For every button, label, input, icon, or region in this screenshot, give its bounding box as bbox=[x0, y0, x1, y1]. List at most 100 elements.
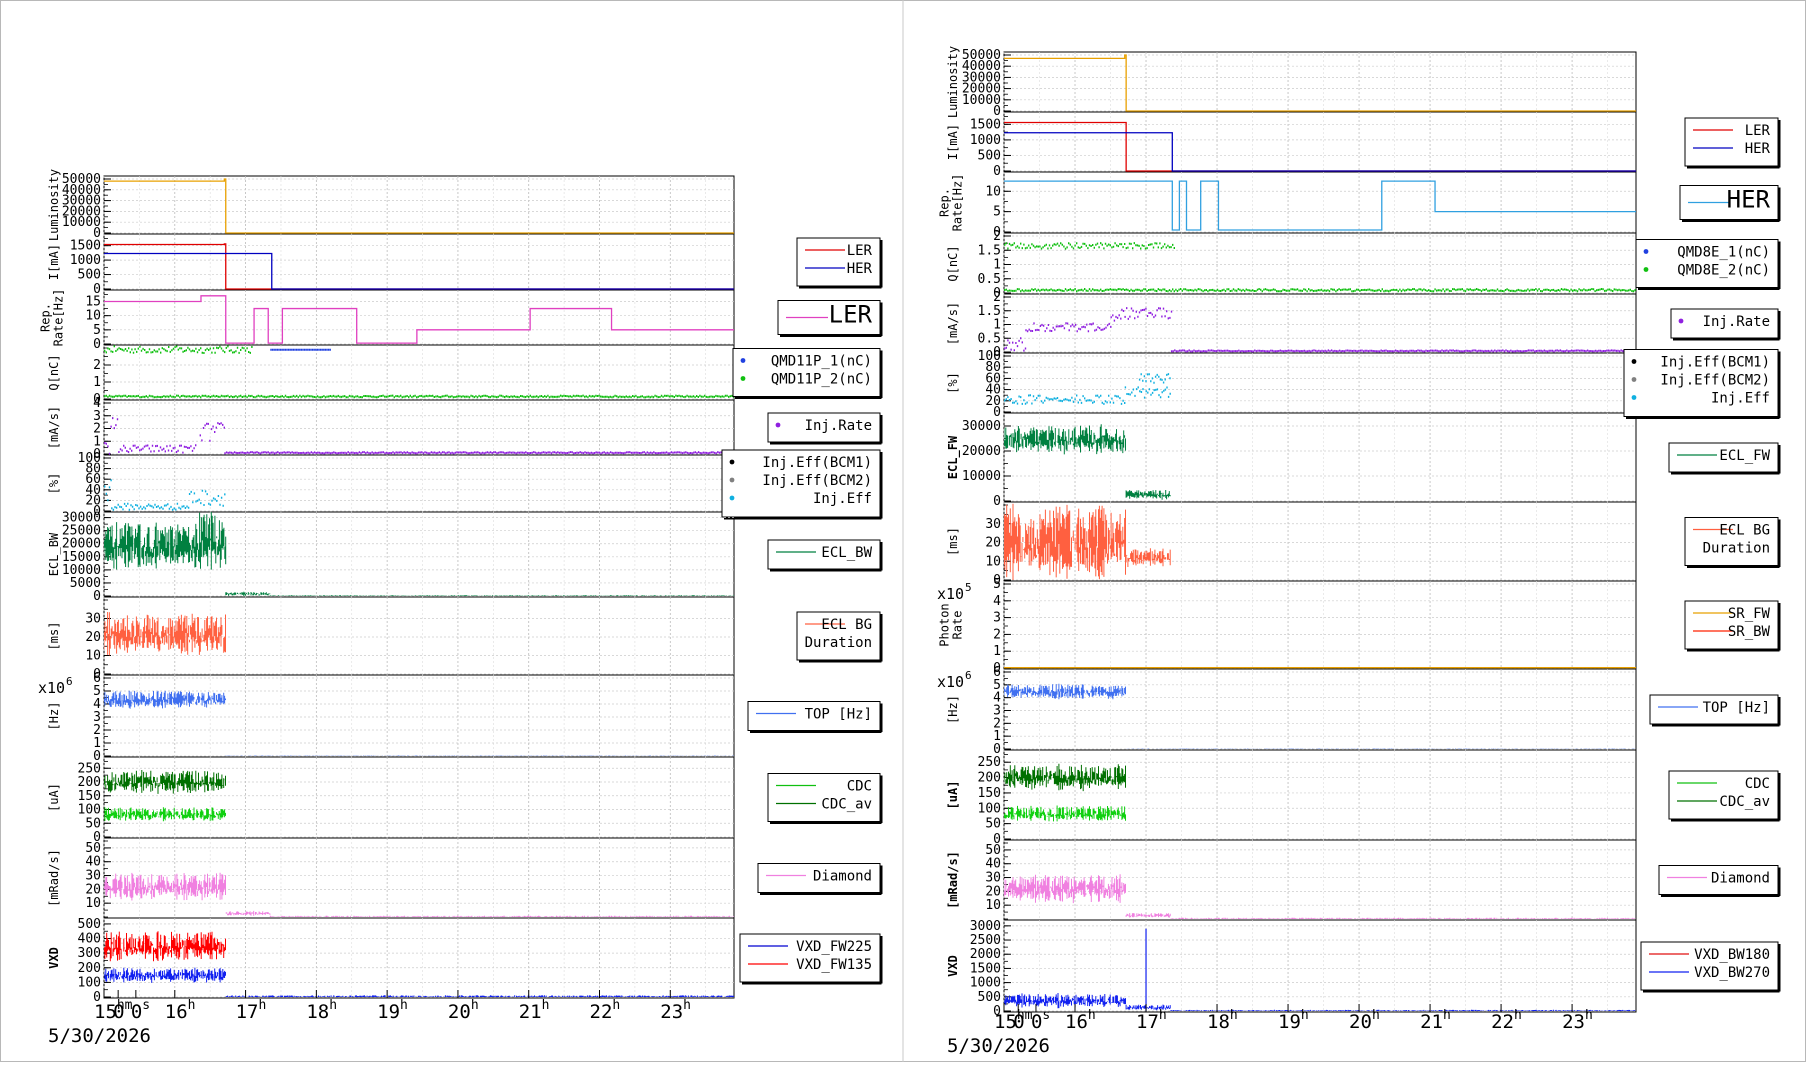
series-her bbox=[1004, 181, 1636, 230]
legend-swatch bbox=[1679, 319, 1684, 324]
legend: HER bbox=[1680, 186, 1780, 222]
panel-data bbox=[1004, 308, 1636, 351]
x-tick-sup: h bbox=[400, 998, 408, 1013]
series-ecl-bg-duration bbox=[1126, 548, 1170, 567]
x-tick-label: 16h bbox=[165, 998, 196, 1023]
panel-3: 00.511.52Q[nC]QMD8E_1(nC)QMD8E_2(nC) bbox=[946, 229, 1780, 301]
x-tick-base: 16 bbox=[165, 1001, 188, 1023]
x-tick-sup: h bbox=[188, 998, 196, 1013]
series-diamond bbox=[1004, 874, 1126, 903]
y-tick-label: 0.5 bbox=[978, 331, 1001, 346]
series-diamond bbox=[1171, 918, 1635, 919]
x-tick-sup: h bbox=[471, 998, 479, 1013]
x-tick-base: 0 bbox=[1031, 1011, 1042, 1033]
y-tick-label: 10 bbox=[985, 554, 1001, 569]
y-axis-label: [uA] bbox=[946, 781, 960, 810]
legend-swatch bbox=[1644, 267, 1649, 272]
x-tick-sup: h bbox=[258, 998, 266, 1013]
y-tick-label: 20000 bbox=[62, 537, 101, 552]
y-tick-label: 30000 bbox=[962, 419, 1001, 434]
x-tick-label: 23h bbox=[1562, 1008, 1593, 1033]
y-tick-label: 500 bbox=[978, 148, 1001, 163]
axis-multiplier: x10 bbox=[38, 679, 65, 697]
series-cdc-av bbox=[1004, 806, 1126, 822]
y-tick-label: 5 bbox=[993, 205, 1001, 220]
legend-entry: Inj.Eff bbox=[1711, 391, 1770, 407]
y-tick-label: 10 bbox=[85, 896, 101, 911]
x-tick-base: 23 bbox=[660, 1001, 683, 1023]
panel-data bbox=[1004, 55, 1636, 111]
plot-frame bbox=[104, 176, 734, 998]
legend-entry: Inj.Eff(BCM2) bbox=[762, 473, 872, 489]
legend: Inj.Rate bbox=[1671, 309, 1780, 340]
y-tick-label: 100 bbox=[78, 803, 101, 818]
series-inj-eff bbox=[1004, 395, 1125, 404]
y-tick-label: 5 bbox=[993, 577, 1001, 592]
series-inj-eff bbox=[189, 491, 226, 506]
axis-multiplier-exponent: 6 bbox=[965, 669, 972, 682]
panel-12: 050010001500200025003000VXDVXD_BW180VXD_… bbox=[946, 919, 1780, 1019]
x-tick-sup: h bbox=[683, 998, 691, 1013]
legend-entry: Inj.Rate bbox=[1703, 314, 1770, 330]
legend-entry: Diamond bbox=[1711, 871, 1770, 887]
y-tick-label: 1 bbox=[93, 375, 101, 390]
y-tick-label: 0 bbox=[93, 589, 101, 604]
y-tick-label: 50 bbox=[85, 841, 101, 856]
series-her bbox=[1004, 133, 1636, 171]
y-axis-label: [ms] bbox=[47, 622, 61, 651]
x-tick-base: 21 bbox=[1420, 1011, 1443, 1033]
legend-entry: Inj.Eff(BCM1) bbox=[1660, 355, 1770, 371]
legend-entry: VXD_FW225 bbox=[796, 939, 872, 955]
legend-entry: ECL BG bbox=[821, 617, 872, 633]
panel-data bbox=[1004, 181, 1636, 230]
y-tick-label: 4 bbox=[93, 697, 101, 712]
y-tick-label: 1 bbox=[93, 736, 101, 751]
y-axis-label: [Hz] bbox=[946, 695, 960, 724]
series-cdc bbox=[104, 770, 226, 794]
y-tick-label: 10 bbox=[85, 309, 101, 324]
series-inj-rate bbox=[118, 445, 196, 452]
x-tick-label: 22h bbox=[590, 998, 621, 1023]
x-tick-label: 16h bbox=[1065, 1008, 1096, 1033]
y-tick-label: 4 bbox=[993, 691, 1001, 706]
series-inj-rate bbox=[1111, 315, 1122, 320]
panel-5: 020406080100[%]Inj.Eff(BCM1)Inj.Eff(BCM2… bbox=[47, 450, 882, 519]
legend-entry: LER bbox=[829, 301, 873, 329]
x-tick-label: 17h bbox=[1136, 1008, 1167, 1033]
y-tick-label: 500 bbox=[78, 917, 101, 932]
y-tick-label: 50000 bbox=[962, 48, 1001, 63]
legend: TOP [Hz] bbox=[1650, 695, 1780, 726]
legend: Inj.Rate bbox=[768, 413, 882, 444]
series-ler bbox=[1004, 122, 1636, 171]
series-luminosity bbox=[1004, 55, 1636, 111]
series-inj-rate bbox=[104, 418, 118, 454]
x-tick-sup: h bbox=[1514, 1008, 1522, 1023]
y-axis-label: Luminosity bbox=[47, 169, 61, 241]
series-qmd8e-2-nc- bbox=[1004, 289, 1637, 291]
y-tick-label: 3 bbox=[93, 710, 101, 725]
y-axis-label: VXD bbox=[946, 955, 960, 977]
series-ecl-bw bbox=[104, 522, 199, 569]
legend-entry: CDC_av bbox=[1719, 794, 1770, 810]
y-tick-label: 10000 bbox=[962, 469, 1001, 484]
y-axis-label: [uA] bbox=[47, 783, 61, 812]
y-tick-label: 1 bbox=[993, 258, 1001, 273]
legend-swatch bbox=[730, 496, 735, 501]
y-tick-label: 1 bbox=[993, 318, 1001, 333]
series-cdc bbox=[1004, 764, 1126, 791]
x-tick-sup: h bbox=[1372, 1008, 1380, 1023]
y-tick-label: 2 bbox=[93, 422, 101, 437]
x-tick-label: 22h bbox=[1491, 1008, 1522, 1033]
y-axis-label: I[mA] bbox=[946, 124, 960, 160]
y-tick-label: 3000 bbox=[970, 919, 1001, 934]
y-tick-label: 50 bbox=[985, 843, 1001, 858]
y-tick-label: 10 bbox=[985, 898, 1001, 913]
y-tick-label: 2 bbox=[993, 229, 1001, 244]
y-axis-label: [%] bbox=[47, 473, 61, 495]
x-tick-label: 18h bbox=[306, 998, 337, 1023]
y-tick-label: 20000 bbox=[962, 444, 1001, 459]
y-tick-label: 300 bbox=[78, 946, 101, 961]
